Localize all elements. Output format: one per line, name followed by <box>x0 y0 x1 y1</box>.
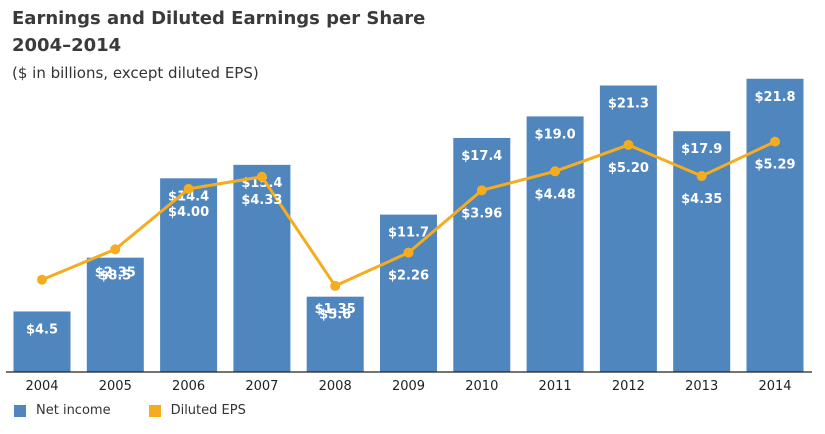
x-tick-label-2008: 2008 <box>319 379 352 394</box>
eps-value-label-2007: $4.33 <box>241 193 282 208</box>
eps-value-label-2014: $5.29 <box>754 158 795 173</box>
eps-point-2008 <box>330 280 341 291</box>
eps-value-label-2010: $3.96 <box>461 206 502 221</box>
eps-value-label-2011: $4.48 <box>535 187 576 202</box>
bar-net-income-2004 <box>13 311 71 372</box>
bar-value-label-2005: $8.5 <box>99 269 131 284</box>
eps-point-2004 <box>37 274 47 285</box>
eps-value-label-2013: $4.35 <box>681 192 722 207</box>
x-tick-label-2013: 2013 <box>685 379 718 394</box>
eps-value-label-2008: $1.35 <box>315 302 356 317</box>
eps-value-label-2006: $4.00 <box>168 205 209 220</box>
x-tick-label-2011: 2011 <box>539 379 572 394</box>
x-tick-label-2005: 2005 <box>99 379 132 394</box>
x-tick-label-2010: 2010 <box>465 379 498 394</box>
bar-value-label-2010: $17.4 <box>461 149 502 164</box>
bar-value-label-2008: $5.6 <box>319 308 351 323</box>
legend-item-net-income: Net income <box>14 403 111 418</box>
bar-net-income-2012 <box>599 85 657 372</box>
bar-value-label-2014: $21.8 <box>754 90 795 105</box>
bar-value-label-2006: $14.4 <box>168 189 209 204</box>
bar-value-label-2009: $11.7 <box>388 226 429 241</box>
legend-swatch-net-income <box>14 404 26 417</box>
bar-net-income-2006 <box>160 178 218 372</box>
eps-point-2010 <box>476 185 487 196</box>
bar-net-income-2007 <box>233 164 291 372</box>
eps-point-2005 <box>110 244 121 255</box>
bar-value-label-2012: $21.3 <box>608 96 649 111</box>
legend-label-diluted-eps: Diluted EPS <box>170 403 246 418</box>
bar-net-income-2009 <box>380 214 437 372</box>
bar-net-income-2011 <box>526 116 584 373</box>
bar-value-label-2013: $17.9 <box>681 142 722 157</box>
x-tick-label-2012: 2012 <box>612 379 645 394</box>
bar-net-income-2010 <box>453 137 511 372</box>
eps-value-label-2009: $2.26 <box>388 269 429 284</box>
bar-value-label-2004: $4.5 <box>26 322 58 337</box>
x-tick-label-2007: 2007 <box>245 379 278 394</box>
eps-point-2007 <box>256 171 267 182</box>
legend-swatch-diluted-eps <box>148 404 161 417</box>
eps-point-2011 <box>550 166 561 177</box>
eps-value-label-2005: $2.35 <box>95 265 136 280</box>
eps-point-2014 <box>770 136 780 147</box>
eps-point-2012 <box>623 139 634 150</box>
eps-point-2009 <box>403 247 414 258</box>
x-tick-label-2004: 2004 <box>25 379 58 394</box>
chart-subtitle: ($ in billions, except diluted EPS) <box>12 64 259 82</box>
x-tick-label-2009: 2009 <box>392 379 425 394</box>
eps-value-label-2004: $1.52 <box>21 296 62 311</box>
bar-net-income-2014 <box>746 78 804 373</box>
x-tick-label-2006: 2006 <box>172 379 205 394</box>
bar-net-income-2005 <box>86 257 144 372</box>
bar-value-label-2011: $19.0 <box>535 127 576 142</box>
eps-point-2006 <box>183 183 194 194</box>
legend-label-net-income: Net income <box>36 403 111 418</box>
bar-net-income-2008 <box>306 296 364 372</box>
chart-title-years: 2004–2014 <box>12 35 122 56</box>
chart-title: Earnings and Diluted Earnings per Share <box>12 8 426 29</box>
eps-value-label-2012: $5.20 <box>608 161 649 176</box>
x-tick-label-2014: 2014 <box>758 379 791 394</box>
legend-item-diluted-eps: Diluted EPS <box>148 403 246 418</box>
chart-legend: Net income Diluted EPS <box>14 403 284 418</box>
eps-point-2013 <box>696 171 707 182</box>
